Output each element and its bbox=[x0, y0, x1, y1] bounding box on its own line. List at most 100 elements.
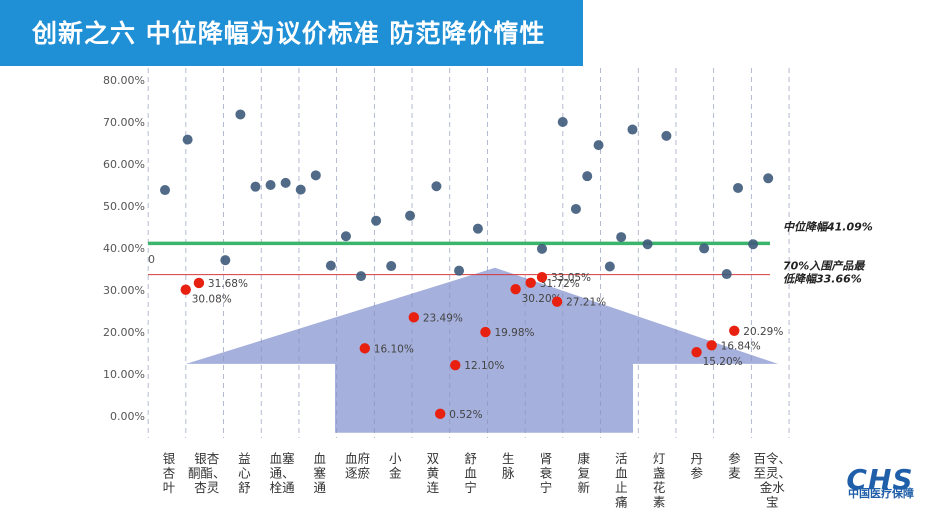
category-label-line: 舒 bbox=[238, 480, 251, 495]
category-label-line: 金 bbox=[389, 466, 402, 481]
point-value-label: 16.10% bbox=[374, 343, 414, 355]
data-point bbox=[642, 239, 653, 250]
category-label: 丹参 bbox=[691, 451, 704, 481]
category-label: 益心舒 bbox=[238, 451, 251, 495]
category-label-line: 参 bbox=[691, 466, 704, 481]
category-label-line: 血 bbox=[464, 466, 477, 481]
category-label-line: 新 bbox=[577, 480, 590, 495]
y-tick-label: 0.00% bbox=[110, 410, 145, 423]
house-arrow-background bbox=[186, 267, 778, 433]
title-bar: 创新之六 中位降幅为议价标准 防范降价惰性 bbox=[0, 0, 583, 66]
data-point bbox=[557, 117, 568, 127]
data-point bbox=[182, 134, 193, 145]
category-label: 舒血宁 bbox=[464, 451, 477, 495]
arrow-shape bbox=[186, 267, 778, 433]
point-value-label: 30.20% bbox=[522, 293, 562, 305]
highlight-point bbox=[691, 346, 702, 358]
category-label: 小金 bbox=[389, 451, 402, 481]
highlight-point bbox=[408, 312, 420, 323]
highlight-point bbox=[180, 284, 191, 295]
category-label-line: 麦 bbox=[728, 466, 741, 481]
category-label-line: 通、 bbox=[270, 466, 295, 481]
y-tick-label: 20.00% bbox=[103, 326, 145, 339]
data-point bbox=[537, 243, 547, 254]
data-point bbox=[604, 261, 615, 272]
category-label-line: 活 bbox=[615, 451, 628, 466]
data-point bbox=[325, 260, 336, 271]
data-point bbox=[160, 185, 170, 196]
category-label-line: 塞 bbox=[314, 466, 327, 481]
category-label-line: 素 bbox=[653, 495, 666, 510]
y-tick-label: 30.00% bbox=[103, 284, 145, 297]
data-point bbox=[405, 210, 416, 221]
data-point bbox=[616, 232, 627, 243]
data-point bbox=[763, 173, 774, 184]
category-label-line: 宁 bbox=[464, 480, 477, 495]
category-label: 参麦 bbox=[728, 451, 741, 481]
data-point bbox=[593, 140, 604, 151]
data-point bbox=[220, 255, 231, 266]
category-label-line: 逐瘀 bbox=[345, 466, 371, 481]
category-labels: 银杏叶银杏酮酯、杏灵益心舒血塞通、栓通血塞通血府逐瘀小金双黄连舒血宁生脉肾衰宁康… bbox=[163, 451, 791, 510]
data-point bbox=[265, 180, 276, 190]
category-label-line: 生 bbox=[502, 451, 515, 466]
category-label-line: 脉 bbox=[502, 466, 515, 481]
highlight-point bbox=[551, 296, 563, 307]
category-label-line: 肾 bbox=[540, 451, 553, 466]
data-point bbox=[250, 181, 261, 192]
category-label-line: 杏灵 bbox=[194, 480, 220, 495]
highlight-point bbox=[525, 277, 536, 288]
category-label-line: 小 bbox=[389, 451, 402, 466]
data-point bbox=[280, 177, 291, 188]
data-point bbox=[340, 231, 351, 242]
point-value-label: 33.05% bbox=[551, 272, 591, 284]
category-label-line: 花 bbox=[653, 480, 666, 495]
point-value-label: 20.29% bbox=[743, 326, 783, 338]
category-label-line: 银 bbox=[163, 451, 176, 466]
data-point bbox=[386, 261, 397, 272]
point-value-label: 16.84% bbox=[721, 340, 761, 352]
data-point bbox=[431, 181, 442, 192]
category-label-line: 血 bbox=[314, 451, 327, 466]
data-point bbox=[472, 223, 483, 234]
page-title: 创新之六 中位降幅为议价标准 防范降价惰性 bbox=[32, 19, 546, 48]
y-tick-label: 70.00% bbox=[103, 116, 145, 129]
category-label-line: 酮酯、 bbox=[188, 466, 226, 481]
data-point bbox=[454, 265, 465, 276]
category-label: 双黄连 bbox=[427, 451, 440, 495]
category-label-line: 衰 bbox=[540, 466, 553, 481]
data-point bbox=[310, 170, 321, 181]
y-tick-label: 50.00% bbox=[103, 200, 145, 213]
chs-logo: CHS bbox=[846, 463, 913, 496]
category-label-line: 康 bbox=[577, 451, 590, 466]
category-label: 银杏叶 bbox=[163, 451, 176, 495]
highlight-point bbox=[435, 408, 446, 420]
category-label-line: 痛 bbox=[615, 495, 628, 510]
y-tick-label: 40.00% bbox=[103, 242, 145, 255]
y-tick-label: 10.00% bbox=[103, 368, 145, 381]
category-label-line: 止 bbox=[615, 480, 628, 495]
category-label-line: 舒 bbox=[464, 451, 477, 466]
category-label-line: 栓通 bbox=[270, 480, 296, 495]
category-label-line: 叶 bbox=[163, 480, 176, 495]
category-label-line: 银杏 bbox=[194, 451, 220, 466]
category-label: 生脉 bbox=[502, 451, 515, 481]
highlight-point bbox=[510, 283, 521, 295]
highlight-point bbox=[480, 326, 491, 338]
threshold-line-label: 70%入围产品最 bbox=[783, 260, 865, 273]
category-label-line: 复 bbox=[577, 466, 590, 481]
point-value-label: 0.52% bbox=[449, 409, 482, 421]
data-point bbox=[570, 203, 581, 214]
point-value-label: 15.20% bbox=[703, 356, 743, 368]
logo-mark: CHS bbox=[846, 463, 913, 496]
data-point bbox=[235, 109, 246, 120]
category-label-line: 至灵、 bbox=[753, 466, 791, 481]
category-label-line: 宁 bbox=[540, 480, 553, 495]
data-point bbox=[371, 215, 382, 226]
y-stray-label: 0 bbox=[148, 253, 155, 266]
category-label: 康复新 bbox=[577, 451, 590, 495]
